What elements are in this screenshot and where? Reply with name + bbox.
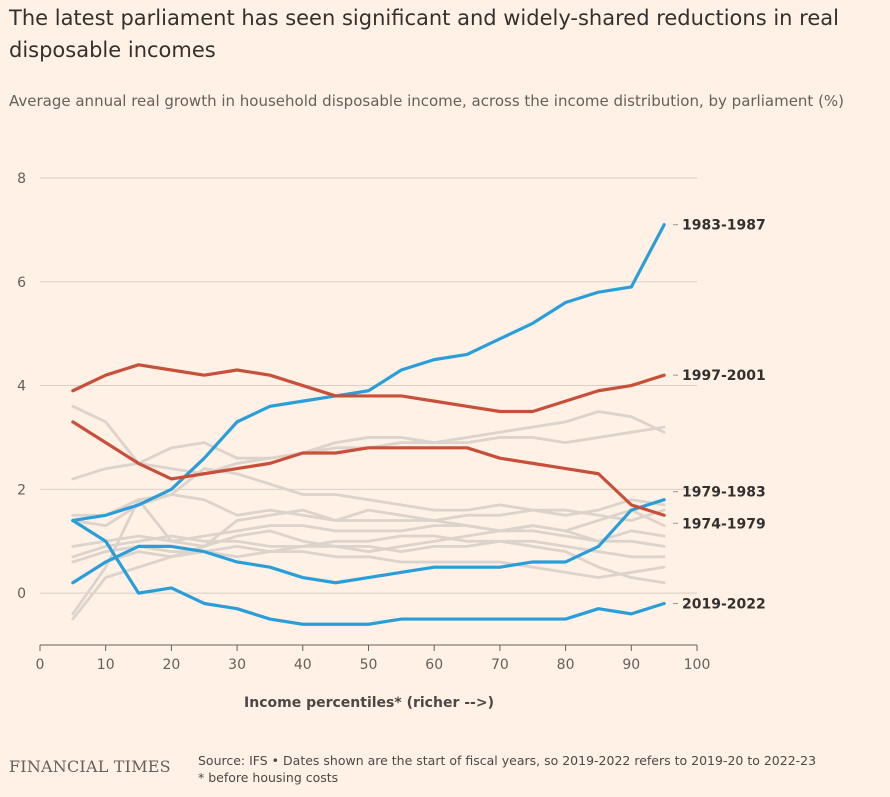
source-note: Source: IFS • Dates shown are the start … <box>198 752 878 786</box>
x-tick-label: 100 <box>684 657 711 673</box>
ft-logo: FINANCIAL TIMES <box>9 757 171 776</box>
x-axis: 0 10 20 30 40 50 60 70 80 90 100 <box>36 644 711 673</box>
series-labels: 1983-1987 1997-2001 1979-1983 1974-1979 2019… <box>673 218 766 612</box>
series-label-1974-1979: 1974-1979 <box>682 516 766 532</box>
y-tick-label: 8 <box>17 171 26 187</box>
series-line-other-1 <box>71 425 666 481</box>
x-tick-label: 0 <box>36 657 45 673</box>
x-tick-label: 10 <box>97 657 115 673</box>
x-tick-label: 30 <box>228 657 246 673</box>
x-tick-label: 50 <box>360 657 378 673</box>
series-label-1997-2001: 1997-2001 <box>682 368 766 384</box>
series-line-2019-2022 <box>71 518 666 626</box>
x-tick-label: 60 <box>425 657 443 673</box>
y-axis-ticks: 0 2 4 6 8 <box>17 171 26 602</box>
series-label-2019-2022: 2019-2022 <box>682 596 766 612</box>
y-tick-label: 2 <box>17 482 26 498</box>
y-tick-label: 6 <box>17 275 26 291</box>
series-line-other-5 <box>71 534 666 559</box>
x-tick-label: 80 <box>557 657 575 673</box>
x-tick-label: 20 <box>162 657 180 673</box>
series-line-1997-2001 <box>71 363 666 414</box>
y-tick-label: 4 <box>17 379 26 395</box>
series-line-other-3 <box>71 493 666 522</box>
y-tick-label: 0 <box>17 586 26 602</box>
x-tick-label: 70 <box>491 657 509 673</box>
series-line-1974-1979 <box>71 420 666 517</box>
x-tick-label: 90 <box>622 657 640 673</box>
x-axis-title: Income percentiles* (richer -->) <box>244 695 494 711</box>
x-tick-label: 40 <box>294 657 312 673</box>
chart-subtitle: Average annual real growth in household … <box>9 92 845 110</box>
chart-title: The latest parliament has seen significa… <box>9 6 839 62</box>
source-line: Source: IFS • Dates shown are the start … <box>198 753 817 768</box>
series-line-other-6 <box>71 545 666 579</box>
gridlines <box>40 177 697 594</box>
series-label-1983-1987: 1983-1987 <box>682 218 766 234</box>
series-label-1979-1983: 1979-1983 <box>682 485 766 501</box>
other-parliament-lines <box>71 404 666 621</box>
highlighted-parliament-lines <box>71 223 666 626</box>
series-line-1983-1987 <box>71 223 666 523</box>
series-line-other-9 <box>71 508 666 585</box>
footnote-line: * before housing costs <box>198 770 339 785</box>
series-line-1979-1983 <box>71 498 666 585</box>
